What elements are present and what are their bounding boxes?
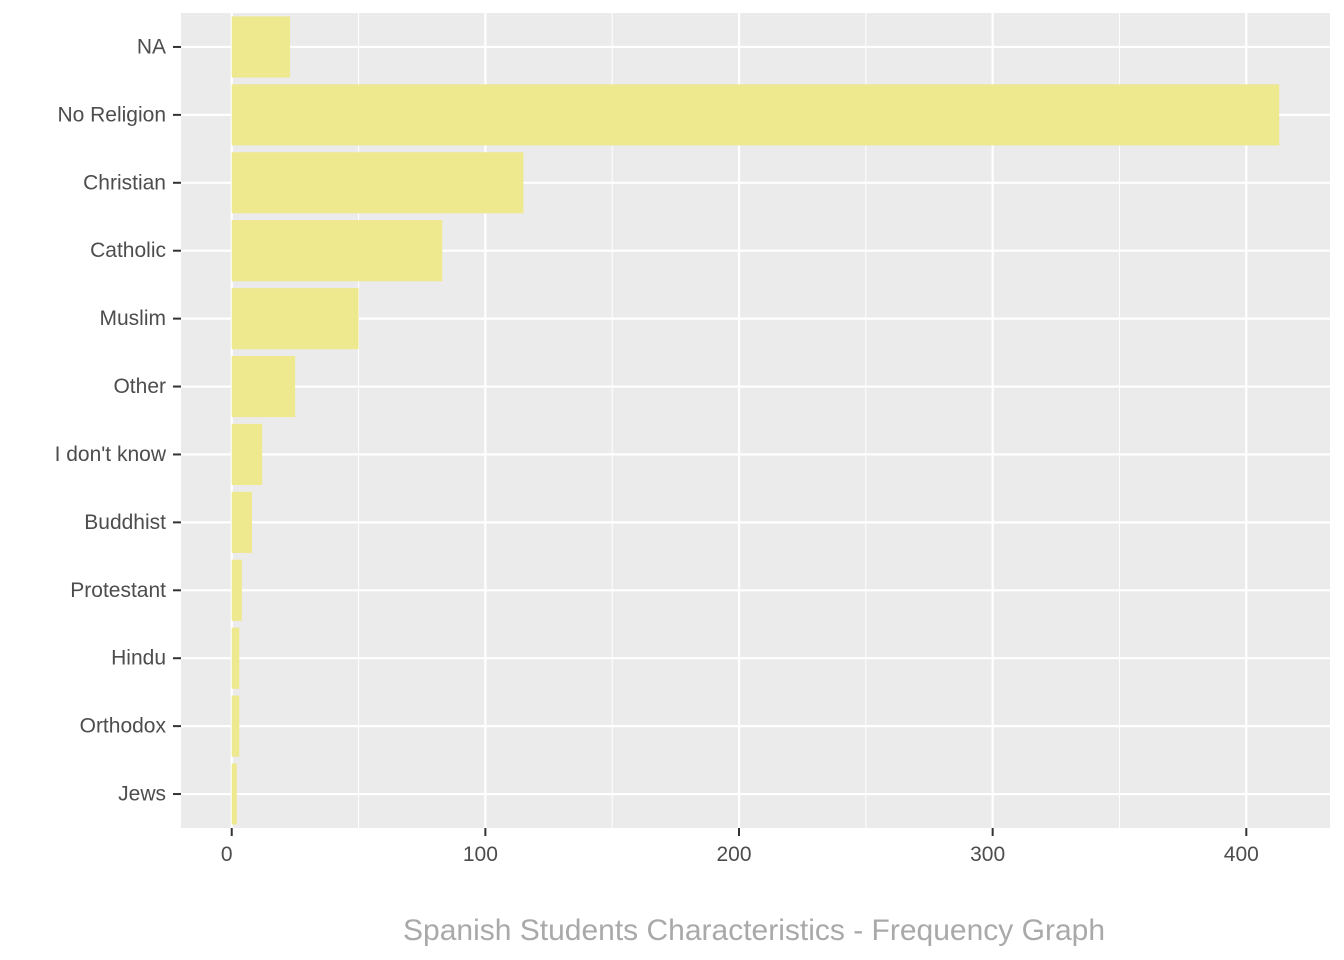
y-axis: NA No Religion Christian Catholic Muslim Othe… bbox=[55, 35, 181, 806]
bar-na bbox=[231, 16, 291, 78]
bar-protestant bbox=[231, 559, 242, 621]
y-tick-label: No Religion bbox=[57, 103, 166, 126]
plot-panel bbox=[181, 13, 1330, 828]
bar-buddhist bbox=[231, 491, 253, 553]
x-tick-label: 0 bbox=[221, 843, 233, 866]
y-tick-label: Muslim bbox=[100, 307, 167, 330]
x-tick-label: 300 bbox=[970, 843, 1005, 866]
bar-jews bbox=[231, 763, 237, 825]
y-tick-label: Hindu bbox=[111, 647, 166, 670]
y-tick-label: Catholic bbox=[90, 239, 166, 262]
bar-catholic bbox=[231, 220, 443, 282]
y-tick-label: Protestant bbox=[70, 579, 166, 602]
bar-orthodox bbox=[231, 695, 240, 757]
bar-other bbox=[231, 355, 296, 418]
y-tick-label: Christian bbox=[83, 171, 166, 194]
y-tick-label: Jews bbox=[118, 783, 166, 806]
bar-christian bbox=[231, 152, 524, 214]
bar-hindu bbox=[231, 627, 240, 689]
bar-no-religion bbox=[231, 84, 1280, 146]
x-tick-label: 400 bbox=[1224, 843, 1259, 866]
bar-i-don-t-know bbox=[231, 423, 263, 486]
y-tick-label: I don't know bbox=[55, 443, 167, 466]
y-tick-label: Orthodox bbox=[80, 715, 167, 738]
bar-muslim bbox=[231, 288, 359, 350]
y-tick-label: Buddhist bbox=[84, 511, 166, 534]
y-tick-label: Other bbox=[113, 375, 166, 398]
x-axis: 0 100 200 300 400 bbox=[221, 828, 1259, 866]
y-tick-label: NA bbox=[137, 35, 166, 58]
x-tick-label: 200 bbox=[716, 843, 751, 866]
x-tick-label: 100 bbox=[463, 843, 498, 866]
bars bbox=[231, 16, 1280, 825]
chart-caption: Spanish Students Characteristics - Frequ… bbox=[403, 914, 1105, 947]
